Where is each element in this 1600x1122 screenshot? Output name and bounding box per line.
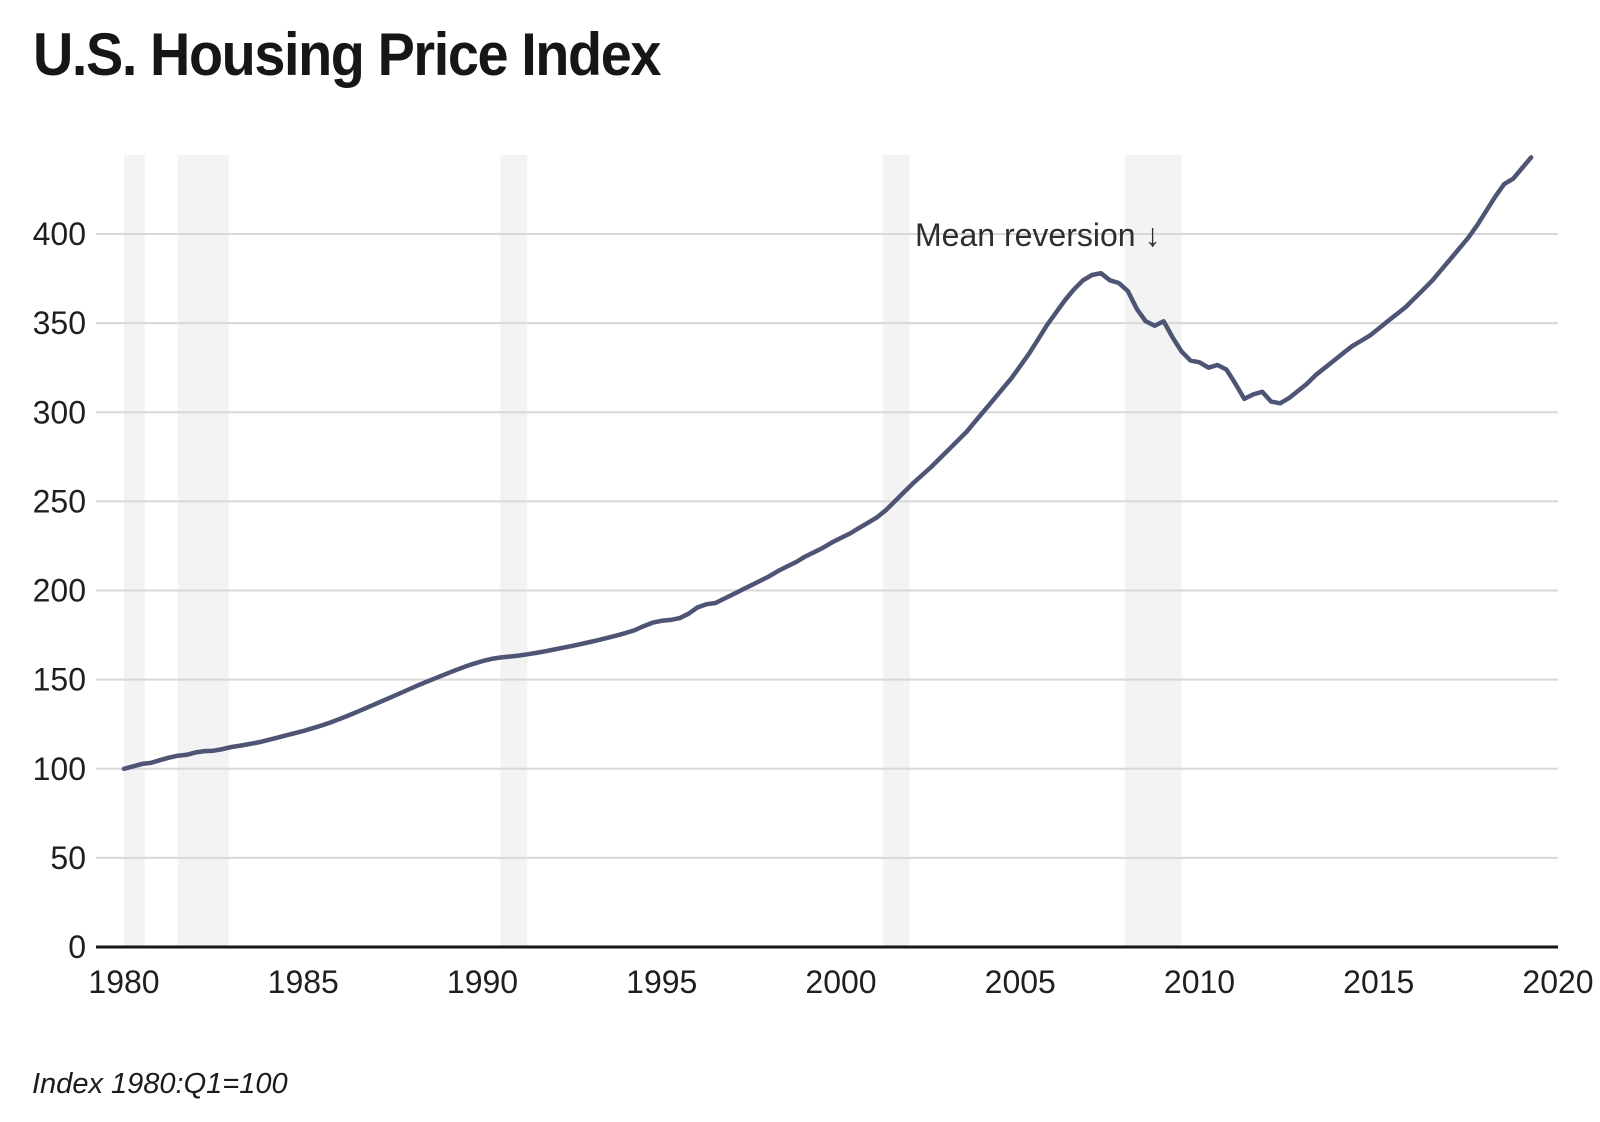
- y-tick-label-300: 300: [33, 394, 86, 430]
- x-tick-label-1990: 1990: [447, 964, 518, 1000]
- y-tick-label-200: 200: [33, 573, 86, 609]
- mean-reversion-annotation: Mean reversion ↓: [915, 217, 1160, 253]
- x-tick-label-1985: 1985: [268, 964, 339, 1000]
- chart-title: U.S. Housing Price Index: [33, 21, 661, 88]
- x-tick-label-2010: 2010: [1164, 964, 1235, 1000]
- chart-footnote: Index 1980:Q1=100: [32, 1068, 288, 1100]
- price-index-line: [121, 155, 1534, 772]
- x-axis-tick-labels: 1980 1985 1990 1995 2000 2005 2010 2015 2020: [88, 964, 1593, 1000]
- y-tick-label-0: 0: [68, 929, 86, 965]
- x-tick-label-2000: 2000: [805, 964, 876, 1000]
- y-tick-label-350: 350: [33, 305, 86, 341]
- y-axis-tick-labels: 0 50 100 150 200 250 300 350 400: [33, 216, 86, 965]
- x-tick-label-2005: 2005: [985, 964, 1056, 1000]
- recession-bands: [124, 155, 1182, 947]
- x-tick-label-1995: 1995: [626, 964, 697, 1000]
- y-tick-label-400: 400: [33, 216, 86, 252]
- recession-band: [124, 155, 145, 947]
- x-tick-label-2015: 2015: [1343, 964, 1414, 1000]
- recession-band: [1124, 155, 1182, 947]
- recession-band: [177, 155, 229, 947]
- gridlines: [96, 233, 1558, 859]
- recession-band: [500, 155, 528, 947]
- x-tick-label-1980: 1980: [88, 964, 159, 1000]
- y-tick-label-150: 150: [33, 662, 86, 698]
- x-tick-label-2020: 2020: [1522, 964, 1593, 1000]
- y-tick-label-250: 250: [33, 483, 86, 519]
- y-tick-label-50: 50: [50, 840, 86, 876]
- y-tick-label-100: 100: [33, 751, 86, 787]
- recession-band: [882, 155, 910, 947]
- housing-price-index-series: [121, 155, 1534, 772]
